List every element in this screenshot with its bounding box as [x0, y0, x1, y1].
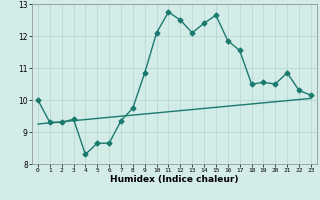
- X-axis label: Humidex (Indice chaleur): Humidex (Indice chaleur): [110, 175, 239, 184]
